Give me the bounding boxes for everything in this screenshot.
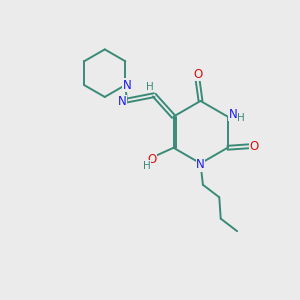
Text: H: H <box>143 160 151 171</box>
Text: H: H <box>237 113 244 123</box>
Text: N: N <box>229 108 237 121</box>
Text: O: O <box>193 68 202 81</box>
Text: N: N <box>122 79 131 92</box>
Text: O: O <box>147 153 156 166</box>
Text: N: N <box>118 95 127 109</box>
Text: H: H <box>146 82 154 92</box>
Text: N: N <box>196 158 205 171</box>
Text: O: O <box>250 140 259 153</box>
